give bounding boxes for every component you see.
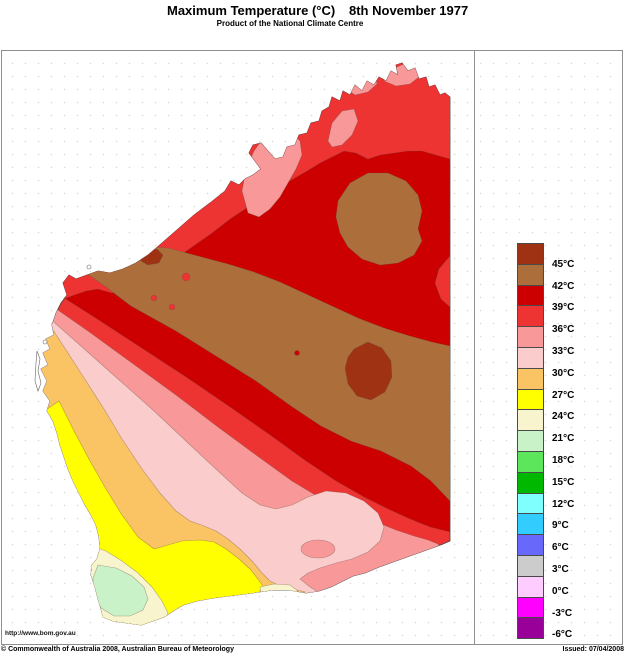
pink-enclave-south bbox=[300, 539, 336, 559]
page-subtitle: Product of the National Climate Centre bbox=[216, 19, 364, 28]
bom-url-text: http://www.bom.gov.au bbox=[5, 630, 76, 637]
legend-swatch-5 bbox=[517, 346, 544, 369]
island-small bbox=[86, 264, 92, 270]
western-australia-temperature-map bbox=[34, 62, 451, 626]
red-enclave bbox=[181, 272, 191, 282]
band-36-39-border-wedge bbox=[434, 255, 450, 308]
legend-swatch-10 bbox=[517, 450, 544, 473]
island-small bbox=[42, 339, 48, 345]
red-enclave bbox=[168, 303, 176, 311]
legend-swatch-12 bbox=[517, 492, 544, 515]
legend-label-3c: 3°C bbox=[552, 564, 569, 575]
legend-label-6c: 6°C bbox=[552, 542, 569, 554]
legend-swatch-17 bbox=[517, 596, 544, 619]
island-dirk-hartog bbox=[34, 350, 42, 392]
legend-swatch-0 bbox=[517, 243, 544, 265]
band-33-36-kimberley-patch bbox=[327, 108, 359, 148]
issued-date-text: Issued: 07/04/2008 bbox=[562, 646, 625, 653]
legend-swatch-6 bbox=[517, 367, 544, 390]
band-42-45-central bbox=[85, 245, 450, 502]
red-enclave bbox=[150, 294, 158, 302]
legend-label--3c: -3°C bbox=[552, 607, 573, 619]
panel-divider bbox=[474, 51, 475, 644]
legend-swatch-1 bbox=[517, 263, 544, 286]
legend-label-12c: 12°C bbox=[552, 498, 575, 510]
legend-label-9c: 9°C bbox=[552, 520, 569, 532]
copyright-text: © Commonwealth of Australia 2008, Austra… bbox=[1, 646, 234, 653]
legend-swatch-2 bbox=[517, 284, 544, 307]
legend-label-18c: 18°C bbox=[552, 455, 575, 466]
legend-label--6c: -6°C bbox=[552, 629, 573, 641]
legend-swatch-9 bbox=[517, 430, 544, 452]
legend-swatch-18 bbox=[517, 617, 544, 640]
page-date: 8th November 1977 bbox=[349, 3, 469, 18]
legend-swatch-16 bbox=[517, 575, 544, 598]
legend-label-30c: 30°C bbox=[552, 367, 575, 379]
band-over-45-central-pocket bbox=[344, 341, 393, 401]
legend-label-42c: 42°C bbox=[552, 280, 575, 292]
legend-swatch-11 bbox=[517, 471, 544, 494]
legend-label-24c: 24°C bbox=[552, 411, 575, 423]
legend-label-27c: 27°C bbox=[552, 389, 575, 401]
legend-swatch-3 bbox=[517, 305, 544, 328]
legend-swatch-14 bbox=[517, 534, 544, 556]
legend: 45°C 42°C 39°C 36°C 33°C 30°C 27°C 24°C 21°C 18°C… bbox=[517, 243, 574, 640]
legend-swatch-8 bbox=[517, 409, 544, 432]
legend-swatch-15 bbox=[517, 554, 544, 577]
legend-swatch-4 bbox=[517, 326, 544, 348]
legend-label-36c: 36°C bbox=[552, 324, 575, 336]
legend-label-33c: 33°C bbox=[552, 346, 575, 357]
page-title: Maximum Temperature (°C) bbox=[167, 3, 336, 18]
legend-label-45c: 45°C bbox=[552, 258, 575, 270]
band-42-45-east-kimberley bbox=[335, 172, 423, 266]
legend-label-15c: 15°C bbox=[552, 476, 575, 488]
legend-swatch-13 bbox=[517, 513, 544, 536]
red-enclave bbox=[294, 350, 300, 356]
legend-label-0c: 0°C bbox=[552, 585, 569, 597]
legend-label-39c: 39°C bbox=[552, 302, 575, 314]
map-frame: http://www.bom.gov.au 45°C 42°C 39°C 36°C 33… bbox=[1, 50, 623, 645]
legend-swatch-7 bbox=[517, 388, 544, 411]
legend-label-21c: 21°C bbox=[552, 433, 575, 445]
